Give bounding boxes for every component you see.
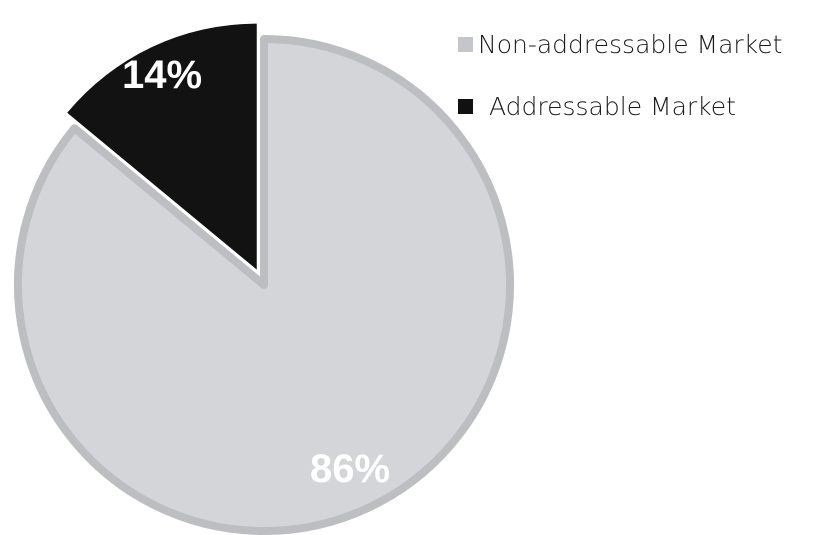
pie-label-addressable: 14% bbox=[122, 53, 202, 97]
legend-item-addressable: Addressable Market bbox=[458, 86, 782, 126]
legend-label-non-addressable: Non-addressable Market bbox=[478, 29, 783, 59]
pie-slice-non-addressable bbox=[14, 35, 514, 535]
pie-label-non-addressable: 86% bbox=[310, 447, 390, 491]
legend-label-addressable: Addressable Market bbox=[489, 91, 736, 121]
pie-slice-addressable bbox=[67, 23, 257, 270]
legend-item-non-addressable: Non-addressable Market bbox=[458, 24, 782, 64]
legend-swatch-addressable bbox=[458, 98, 473, 114]
legend: Non-addressable Market Addressable Marke… bbox=[458, 24, 782, 148]
legend-swatch-non-addressable bbox=[458, 36, 473, 52]
